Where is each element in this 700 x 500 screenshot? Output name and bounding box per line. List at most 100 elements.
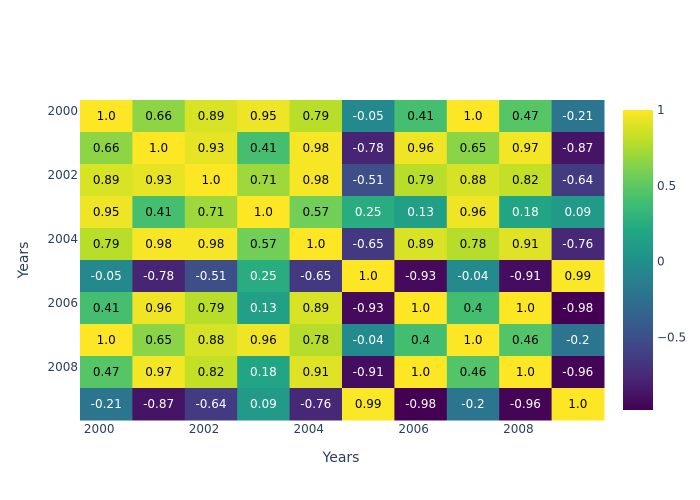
heatmap-cell-label: 0.47 <box>93 365 120 379</box>
heatmap-cell-label: 0.95 <box>250 109 277 123</box>
heatmap-cell <box>184 324 238 357</box>
heatmap-cell <box>342 196 395 229</box>
heatmap-cell <box>446 388 500 421</box>
heatmap-cell-label: 0.82 <box>198 365 225 379</box>
heatmap-cell <box>342 132 395 165</box>
heatmap-cell-label: 0.71 <box>198 205 225 219</box>
heatmap-cell <box>551 132 605 165</box>
colorbar-tick-label: 0 <box>657 255 665 269</box>
heatmap-cell <box>499 260 553 293</box>
heatmap-cell <box>499 100 553 133</box>
heatmap-cell-label: -0.78 <box>353 141 384 155</box>
heatmap-cell <box>551 292 605 325</box>
heatmap-cell-label: 0.41 <box>93 301 120 315</box>
heatmap-cell-label: 0.18 <box>512 205 539 219</box>
heatmap-cell-label: 0.82 <box>512 173 539 187</box>
heatmap-cell <box>237 388 291 421</box>
heatmap-cell <box>80 324 133 357</box>
heatmap-cell <box>184 356 238 389</box>
heatmap-cell-label: -0.65 <box>300 269 331 283</box>
heatmap-cell-label: 0.41 <box>250 141 277 155</box>
heatmap-cell <box>342 100 395 133</box>
heatmap-cell-label: 1.0 <box>516 301 535 315</box>
heatmap-cell-label: 0.78 <box>302 333 329 347</box>
heatmap-cell-label: -0.51 <box>353 173 384 187</box>
heatmap-cell <box>446 260 500 293</box>
heatmap-cell <box>132 388 186 421</box>
heatmap-cell-label: 1.0 <box>359 269 378 283</box>
y-axis-title: Years <box>16 242 32 280</box>
heatmap-cell <box>237 260 291 293</box>
heatmap-cell-label: 0.71 <box>250 173 277 187</box>
heatmap-cell-label: 0.89 <box>407 237 434 251</box>
heatmap-cell-label: 0.97 <box>512 141 539 155</box>
heatmap-cell-label: -0.05 <box>91 269 122 283</box>
heatmap-cell-label: 0.57 <box>250 237 277 251</box>
heatmap-cell-label: -0.87 <box>143 397 174 411</box>
heatmap-cell-label: 0.57 <box>302 205 329 219</box>
heatmap-cell-label: 0.98 <box>198 237 225 251</box>
heatmap-cell-label: 0.91 <box>512 237 539 251</box>
x-tick-label: 2004 <box>294 422 325 436</box>
heatmap-cell-label: 0.41 <box>145 205 172 219</box>
y-tick-label: 2008 <box>47 360 78 374</box>
heatmap-cell <box>184 260 238 293</box>
heatmap-cell-label: -0.76 <box>562 237 593 251</box>
heatmap-cell-label: 0.99 <box>564 269 591 283</box>
heatmap-cell-label: 0.93 <box>145 173 172 187</box>
heatmap-cell <box>289 132 343 165</box>
heatmap-cell <box>80 164 133 197</box>
heatmap-cell <box>342 356 395 389</box>
heatmap-cell-label: 0.89 <box>198 109 225 123</box>
heatmap-cell <box>342 260 395 293</box>
heatmap-cell <box>80 132 133 165</box>
heatmap-cell <box>499 132 553 165</box>
heatmap-cell-label: -0.91 <box>353 365 384 379</box>
heatmap-cell <box>184 132 238 165</box>
heatmap-cell <box>551 324 605 357</box>
heatmap-cell-label: -0.05 <box>353 109 384 123</box>
heatmap-cell-label: -0.04 <box>353 333 384 347</box>
heatmap-cell <box>237 228 291 261</box>
x-tick-label: 2000 <box>84 422 115 436</box>
heatmap-cell <box>446 132 500 165</box>
heatmap-cell-label: 0.98 <box>302 141 329 155</box>
heatmap-cell <box>499 228 553 261</box>
colorbar-tick-label: 1 <box>657 103 665 117</box>
heatmap-cell-label: 0.66 <box>145 109 172 123</box>
heatmap-cell-label: 1.0 <box>97 333 116 347</box>
heatmap-cell <box>551 356 605 389</box>
heatmap-cell-label: 0.79 <box>198 301 225 315</box>
heatmap-cell <box>132 100 186 133</box>
heatmap-cell <box>551 164 605 197</box>
x-tick-label: 2008 <box>503 422 534 436</box>
heatmap-cell-label: 1.0 <box>463 109 482 123</box>
heatmap-cell <box>394 228 448 261</box>
heatmap-cell <box>237 324 291 357</box>
heatmap-cell <box>394 388 448 421</box>
heatmap-cell <box>132 196 186 229</box>
heatmap-cell <box>499 388 553 421</box>
heatmap-cell <box>289 292 343 325</box>
heatmap-cell <box>289 100 343 133</box>
heatmap-cell-label: 1.0 <box>568 397 587 411</box>
heatmap-cell-label: 0.98 <box>145 237 172 251</box>
x-axis-title: Years <box>322 450 360 466</box>
heatmap-cell-label: 0.97 <box>145 365 172 379</box>
x-tick-label: 2006 <box>398 422 429 436</box>
heatmap-cell-label: -0.21 <box>562 109 593 123</box>
heatmap-cell <box>237 100 291 133</box>
heatmap-cell <box>237 132 291 165</box>
heatmap-cell-label: -0.76 <box>300 397 331 411</box>
heatmap-cell-label: -0.64 <box>195 397 226 411</box>
heatmap-cell <box>394 260 448 293</box>
heatmap-cell <box>394 292 448 325</box>
heatmap-cell-label: 0.96 <box>250 333 277 347</box>
heatmap-cell-label: 0.79 <box>93 237 120 251</box>
heatmap-cell-label: 0.89 <box>93 173 120 187</box>
heatmap-cell-label: 1.0 <box>306 237 325 251</box>
heatmap-cell <box>237 196 291 229</box>
heatmap-cell-label: 0.13 <box>407 205 434 219</box>
heatmap-cell <box>342 388 395 421</box>
heatmap-cell-label: -0.04 <box>457 269 488 283</box>
